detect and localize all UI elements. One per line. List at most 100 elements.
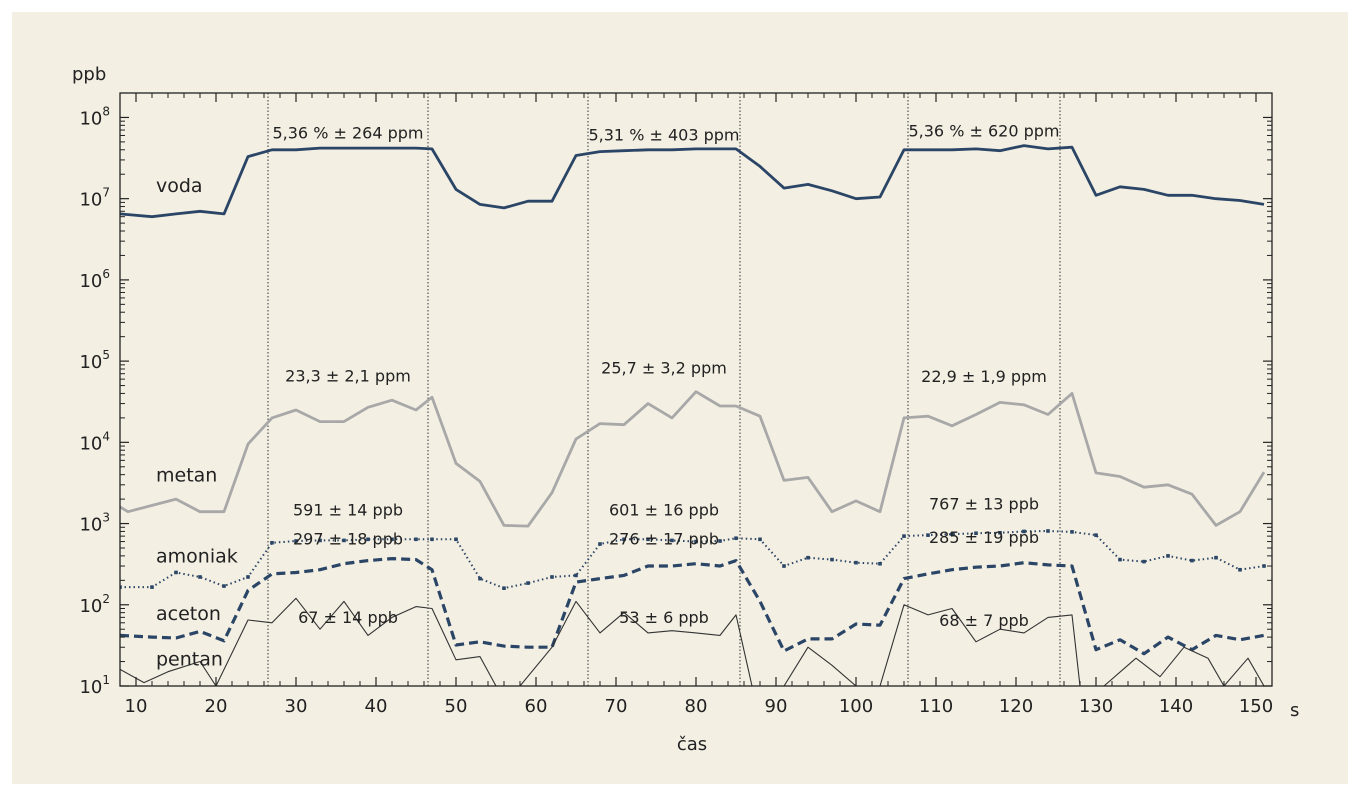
series-point-amoniak-4 xyxy=(222,584,226,588)
x-tick-label-50: 50 xyxy=(445,696,468,717)
series-line-pentan xyxy=(120,597,1265,686)
series-point-amoniak-20 xyxy=(598,542,602,546)
y-tick-label-1e1: 101 xyxy=(79,673,110,698)
series-point-amoniak-22 xyxy=(646,537,650,542)
x-tick-label-70: 70 xyxy=(605,696,628,717)
annotation-15: 68 ± 7 ppb xyxy=(939,611,1029,630)
plot-frame xyxy=(119,92,1273,687)
series-point-amoniak-12 xyxy=(414,537,418,542)
series-point-amoniak-42 xyxy=(1118,557,1122,562)
series-point-amoniak-3 xyxy=(198,575,202,579)
y-tick-label-1e8: 108 xyxy=(79,104,110,129)
series-line-voda xyxy=(120,144,1265,219)
series-point-amoniak-27 xyxy=(758,537,762,542)
series-point-amoniak-28 xyxy=(782,564,786,568)
annotation-8: 601 ± 16 ppb xyxy=(609,501,719,520)
series-label-metan: metan xyxy=(156,464,217,486)
series-point-amoniak-47 xyxy=(1238,567,1242,572)
series-line-aceton xyxy=(120,556,1265,656)
x-tick-label-40: 40 xyxy=(365,696,388,717)
y-tick-label-1e2: 102 xyxy=(79,592,110,617)
series-point-amoniak-41 xyxy=(1094,533,1098,537)
series-point-amoniak-8 xyxy=(318,538,322,543)
x-tick-label-80: 80 xyxy=(685,696,708,717)
series-point-amoniak-24 xyxy=(694,539,698,544)
x-tick-label-130: 130 xyxy=(1079,696,1113,717)
series-point-amoniak-34 xyxy=(926,533,930,537)
series-point-amoniak-35 xyxy=(950,532,954,536)
series-point-amoniak-25 xyxy=(718,539,722,543)
series-point-amoniak-38 xyxy=(1022,529,1026,534)
x-tick-label-20: 20 xyxy=(205,696,228,717)
annotation-10: 297 ± 18 ppb xyxy=(293,530,403,549)
series-point-amoniak-0 xyxy=(120,585,122,589)
series-point-amoniak-45 xyxy=(1190,558,1194,563)
x-tick-label-110: 110 xyxy=(919,696,953,717)
series-point-amoniak-17 xyxy=(526,581,530,585)
series-point-amoniak-48 xyxy=(1262,564,1266,568)
x-axis-label: čas xyxy=(677,734,707,755)
series-point-amoniak-16 xyxy=(502,586,506,590)
x-tick-label-120: 120 xyxy=(999,696,1033,717)
series-point-amoniak-40 xyxy=(1070,530,1074,534)
series-point-amoniak-36 xyxy=(974,531,978,536)
series-label-voda: voda xyxy=(156,175,203,197)
annotation-2: 5,31 % ± 403 ppm xyxy=(588,126,739,145)
series-point-amoniak-32 xyxy=(878,561,882,566)
series-label-amoniak: amoniak xyxy=(156,546,238,568)
series-point-amoniak-14 xyxy=(454,537,458,542)
series-label-aceton: aceton xyxy=(156,603,221,625)
series-point-amoniak-23 xyxy=(670,538,674,543)
y-axis-label: ppb xyxy=(72,64,106,85)
series-point-amoniak-37 xyxy=(998,530,1002,535)
series-point-amoniak-19 xyxy=(574,573,578,578)
annotation-5: 25,7 ± 3,2 ppm xyxy=(601,359,727,378)
x-tick-label-100: 100 xyxy=(839,696,873,717)
y-tick-label-1e3: 103 xyxy=(79,511,110,536)
series-point-amoniak-31 xyxy=(854,560,858,565)
x-tick-label-10: 10 xyxy=(125,696,148,717)
series-point-amoniak-7 xyxy=(294,539,298,543)
series-point-amoniak-29 xyxy=(806,555,810,560)
y-tick-label-1e5: 105 xyxy=(79,348,110,373)
annotation-4: 23,3 ± 2,1 ppm xyxy=(285,367,411,386)
annotation-7: 591 ± 14 ppb xyxy=(293,501,403,520)
y-tick-label-1e6: 106 xyxy=(79,267,110,292)
annotation-6: 22,9 ± 1,9 ppm xyxy=(921,367,1047,386)
y-tick-label-1e7: 107 xyxy=(79,186,110,211)
series-point-amoniak-15 xyxy=(478,576,482,581)
x-tick-label-60: 60 xyxy=(525,696,548,717)
series-point-amoniak-43 xyxy=(1142,559,1146,564)
x-tick-label-140: 140 xyxy=(1159,696,1193,717)
y-tick-label-1e4: 104 xyxy=(79,429,110,454)
series-point-amoniak-21 xyxy=(622,537,626,542)
series-point-amoniak-11 xyxy=(390,537,394,542)
x-tick-label-150: 150 xyxy=(1239,696,1273,717)
x-tick-label-90: 90 xyxy=(765,696,788,717)
series-point-amoniak-39 xyxy=(1046,529,1050,533)
series-point-amoniak-44 xyxy=(1166,554,1170,558)
series-point-amoniak-26 xyxy=(734,536,738,541)
series-point-amoniak-1 xyxy=(150,585,154,589)
annotation-14: 53 ± 6 ppb xyxy=(619,608,709,627)
annotation-3: 5,36 % ± 620 ppm xyxy=(908,122,1059,141)
annotation-9: 767 ± 13 ppb xyxy=(929,494,1039,513)
series-point-amoniak-18 xyxy=(550,575,554,579)
chart-panel xyxy=(12,12,1348,784)
series-point-amoniak-33 xyxy=(902,534,906,538)
series-point-amoniak-5 xyxy=(246,575,250,579)
series-label-pentan: pentan xyxy=(156,648,223,670)
annotation-1: 5,36 % ± 264 ppm xyxy=(272,124,423,143)
annotation-12: 285 ± 19 ppb xyxy=(929,528,1039,547)
series-point-amoniak-10 xyxy=(366,537,370,542)
annotation-13: 67 ± 14 ppb xyxy=(298,608,398,627)
series-point-amoniak-6 xyxy=(270,540,274,545)
series-line-metan xyxy=(120,390,1266,528)
series-point-amoniak-13 xyxy=(430,537,434,542)
series-point-amoniak-9 xyxy=(342,538,346,543)
series-point-amoniak-46 xyxy=(1214,555,1218,560)
annotation-11: 276 ± 17 ppb xyxy=(609,530,719,549)
series-point-amoniak-30 xyxy=(830,557,834,562)
x-axis-unit: s xyxy=(1290,700,1299,721)
